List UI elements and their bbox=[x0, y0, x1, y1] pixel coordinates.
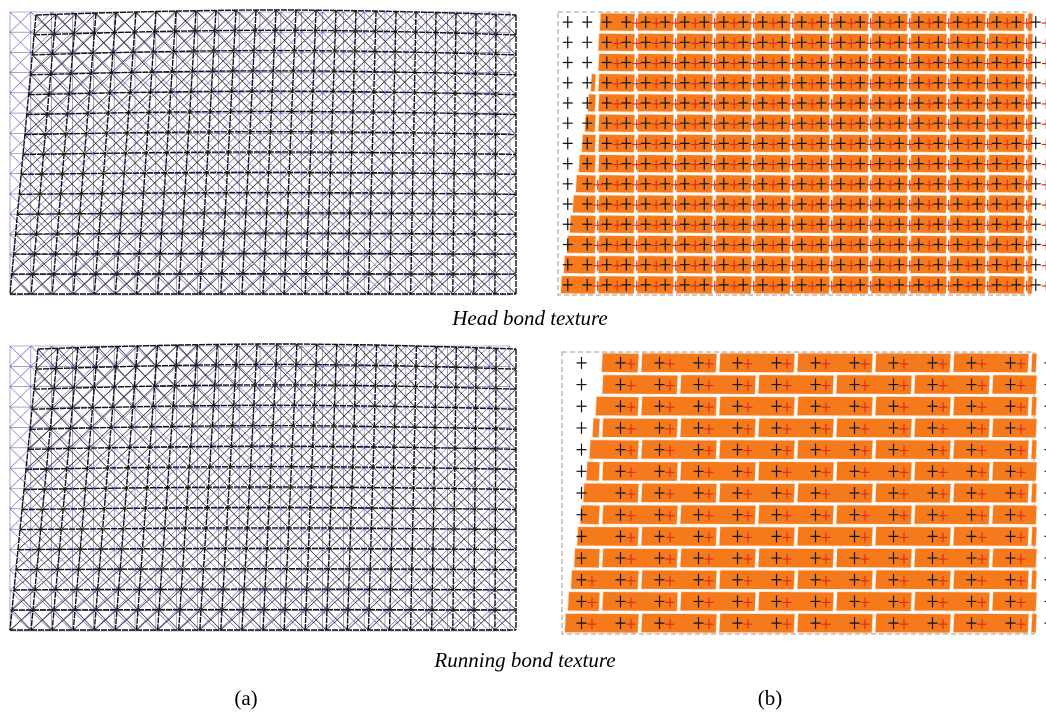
brick bbox=[1031, 440, 1037, 460]
brick bbox=[719, 570, 795, 590]
brick bbox=[602, 505, 678, 525]
brick bbox=[641, 613, 717, 633]
brick bbox=[680, 461, 756, 481]
brick bbox=[914, 592, 990, 612]
brick bbox=[758, 461, 834, 481]
brick bbox=[602, 461, 678, 481]
brick bbox=[680, 548, 756, 568]
brick bbox=[680, 592, 756, 612]
brick bbox=[602, 548, 678, 568]
brick bbox=[758, 548, 834, 568]
brick bbox=[836, 461, 912, 481]
brick bbox=[875, 396, 951, 416]
figure: Head bond texture Running bond texture (… bbox=[0, 0, 1046, 713]
brick bbox=[914, 548, 990, 568]
brick bbox=[680, 375, 756, 395]
brick bbox=[836, 505, 912, 525]
brick bbox=[797, 353, 873, 373]
brick bbox=[875, 527, 951, 547]
brick bbox=[758, 592, 834, 612]
brick bbox=[953, 396, 1029, 416]
brick bbox=[797, 613, 873, 633]
brick bbox=[914, 418, 990, 438]
brick bbox=[680, 505, 756, 525]
brick bbox=[565, 613, 639, 633]
brick bbox=[914, 461, 990, 481]
brick bbox=[641, 570, 717, 590]
brick bbox=[875, 613, 951, 633]
brick bbox=[875, 353, 951, 373]
brick bbox=[1031, 613, 1037, 633]
caption: Head bond texture bbox=[451, 306, 608, 330]
brick bbox=[953, 353, 1029, 373]
brick bbox=[641, 440, 717, 460]
brick bbox=[875, 483, 951, 503]
brick bbox=[836, 592, 912, 612]
brick bbox=[797, 483, 873, 503]
brick bbox=[719, 527, 795, 547]
brick bbox=[953, 570, 1029, 590]
brick bbox=[641, 527, 717, 547]
brick bbox=[797, 440, 873, 460]
brick bbox=[875, 570, 951, 590]
brick bbox=[641, 353, 717, 373]
brick bbox=[953, 613, 1029, 633]
panel-label: (b) bbox=[758, 686, 783, 710]
caption: Running bond texture bbox=[433, 648, 615, 672]
brick bbox=[836, 548, 912, 568]
brick bbox=[592, 418, 600, 438]
brick bbox=[758, 375, 834, 395]
brick bbox=[758, 505, 834, 525]
brick bbox=[1031, 527, 1037, 547]
brick bbox=[836, 375, 912, 395]
brick bbox=[1031, 570, 1037, 590]
brick bbox=[1031, 353, 1037, 373]
brick bbox=[797, 570, 873, 590]
brick bbox=[875, 440, 951, 460]
brick bbox=[797, 527, 873, 547]
brick bbox=[602, 418, 678, 438]
brick bbox=[719, 483, 795, 503]
brick bbox=[641, 483, 717, 503]
brick bbox=[953, 527, 1029, 547]
brick bbox=[1031, 483, 1037, 503]
brick bbox=[680, 418, 756, 438]
brick bbox=[719, 353, 795, 373]
brick bbox=[797, 396, 873, 416]
brick bbox=[641, 396, 717, 416]
brick bbox=[719, 440, 795, 460]
brick bbox=[719, 396, 795, 416]
brick bbox=[602, 375, 678, 395]
brick bbox=[914, 505, 990, 525]
brick bbox=[1031, 396, 1037, 416]
brick bbox=[953, 440, 1029, 460]
panel-label: (a) bbox=[234, 686, 257, 710]
brick bbox=[836, 418, 912, 438]
brick bbox=[953, 483, 1029, 503]
brick bbox=[914, 375, 990, 395]
brick bbox=[602, 592, 678, 612]
brick bbox=[586, 461, 600, 481]
brick bbox=[719, 613, 795, 633]
brick bbox=[758, 418, 834, 438]
